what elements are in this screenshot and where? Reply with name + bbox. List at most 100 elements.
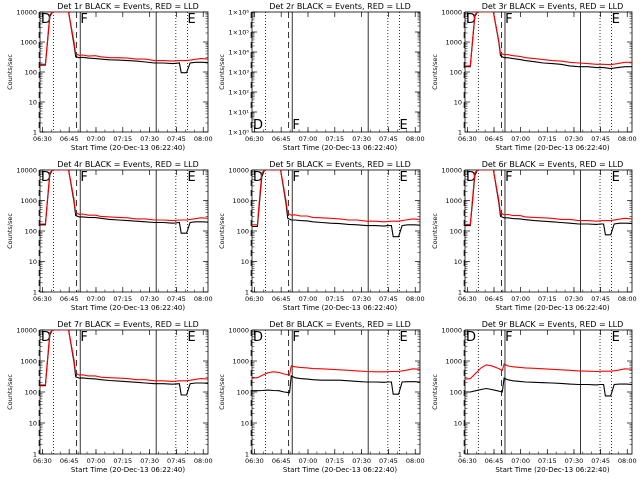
flag-marker-e: E (188, 12, 196, 27)
x-tick-label: 07:15 (538, 135, 557, 143)
x-tick-label: 07:15 (538, 295, 557, 303)
x-axis-label: Start Time (20-Dec-13 06:22:40) (71, 466, 185, 474)
x-tick-label: 07:00 (87, 457, 106, 465)
x-tick-label: 06:45 (485, 295, 504, 303)
panel-det-7: Det 7r BLACK = Events, RED = LLD 1 10 100 10… (6, 320, 213, 474)
x-tick-label: 06:30 (245, 457, 264, 465)
y-tick-label: 1×10⁵ (229, 29, 250, 37)
y-tick-label: 1000 (232, 197, 249, 205)
y-axis-label: Counts/sec (218, 54, 226, 90)
y-tick-label: 1 (33, 451, 37, 459)
x-axis-label: Start Time (20-Dec-13 06:22:40) (283, 304, 397, 312)
flag-marker-f: F (292, 118, 299, 133)
flag-marker-f: F (80, 330, 87, 345)
panel-title: Det 2r BLACK = Events, RED = LLD (269, 2, 411, 11)
flag-marker-d: D (466, 170, 476, 185)
y-tick-label: 1000 (20, 39, 37, 47)
y-tick-label: 1 (458, 129, 462, 137)
x-tick-label: 06:30 (245, 135, 264, 143)
y-tick-label: 10000 (441, 9, 462, 17)
y-tick-label: 1×10⁰ (229, 129, 250, 137)
x-tick-label: 07:30 (352, 457, 371, 465)
y-tick-label: 10000 (16, 167, 37, 175)
y-tick-label: 100 (450, 389, 462, 397)
y-tick-label: 10000 (16, 327, 37, 335)
series-line-events (465, 377, 632, 397)
flag-marker-f: F (505, 12, 512, 27)
y-tick-label: 100 (450, 228, 462, 236)
flag-marker-e: E (188, 170, 196, 185)
y-axis-label: Counts/sec (431, 213, 439, 249)
panel-det-6: Det 6r BLACK = Events, RED = LLD 1 10 100 10… (431, 160, 637, 312)
x-tick-label: 07:30 (352, 295, 371, 303)
x-tick-label: 07:45 (167, 295, 186, 303)
y-tick-label: 10 (241, 420, 249, 428)
x-tick-label: 07:15 (325, 135, 344, 143)
y-tick-label: 10000 (441, 167, 462, 175)
x-tick-label: 07:45 (167, 135, 186, 143)
x-tick-label: 07:00 (299, 295, 318, 303)
flag-marker-e: E (400, 330, 408, 345)
series-line-lld (465, 363, 632, 380)
y-tick-label: 100 (237, 228, 249, 236)
x-tick-label: 07:30 (140, 295, 159, 303)
x-tick-label: 07:45 (591, 135, 610, 143)
flag-marker-e: E (188, 330, 196, 345)
y-tick-label: 10 (241, 258, 249, 266)
flag-marker-d: D (41, 170, 51, 185)
y-tick-label: 10 (454, 258, 462, 266)
x-tick-label: 08:00 (618, 457, 637, 465)
x-tick-label: 06:45 (485, 135, 504, 143)
x-axis-label: Start Time (20-Dec-13 06:22:40) (71, 144, 185, 152)
panel-det-9: Det 9r BLACK = Events, RED = LLD 1 10 100 10… (431, 320, 637, 474)
flag-marker-e: E (612, 170, 620, 185)
series-line-lld (465, 170, 632, 225)
x-tick-label: 07:45 (591, 457, 610, 465)
y-tick-label: 100 (25, 228, 37, 236)
y-tick-label: 1×10² (229, 89, 250, 97)
flag-marker-d: D (466, 330, 476, 345)
x-tick-label: 07:00 (511, 135, 530, 143)
panel-title: Det 4r BLACK = Events, RED = LLD (57, 160, 199, 169)
x-tick-label: 08:00 (194, 457, 213, 465)
x-tick-label: 08:00 (406, 295, 425, 303)
x-tick-label: 07:15 (325, 295, 344, 303)
x-tick-label: 06:30 (33, 295, 52, 303)
y-tick-label: 1 (33, 289, 37, 297)
series-line-events (465, 12, 632, 70)
x-tick-label: 06:30 (33, 135, 52, 143)
x-tick-label: 07:15 (538, 457, 557, 465)
x-axis-label: Start Time (20-Dec-13 06:22:40) (495, 466, 609, 474)
y-tick-label: 1 (458, 451, 462, 459)
x-tick-label: 08:00 (194, 135, 213, 143)
series-line-lld (40, 12, 208, 65)
x-tick-label: 07:30 (565, 295, 584, 303)
x-tick-label: 07:45 (379, 135, 398, 143)
series-line-events (40, 12, 208, 74)
series-line-lld (40, 170, 208, 225)
series-line-events (252, 375, 420, 395)
x-tick-label: 07:00 (87, 295, 106, 303)
x-axis-label: Start Time (20-Dec-13 06:22:40) (283, 466, 397, 474)
panel-det-8: Det 8r BLACK = Events, RED = LLD 1 10 100 10… (218, 320, 425, 474)
panel-title: Det 7r BLACK = Events, RED = LLD (57, 320, 199, 329)
flag-marker-d: D (253, 170, 263, 185)
y-axis-label: Counts/sec (218, 374, 226, 410)
series-line-events (252, 170, 420, 238)
flag-marker-f: F (292, 170, 299, 185)
y-tick-label: 1000 (232, 358, 249, 366)
y-axis-label: Counts/sec (6, 213, 14, 249)
x-tick-label: 08:00 (618, 135, 637, 143)
y-axis-label: Counts/sec (6, 374, 14, 410)
flag-marker-f: F (505, 330, 512, 345)
x-tick-label: 06:30 (458, 295, 477, 303)
series-line-lld (252, 365, 420, 379)
y-tick-label: 1 (33, 129, 37, 137)
flag-marker-f: F (292, 330, 299, 345)
flag-marker-d: D (466, 12, 476, 27)
y-tick-label: 10 (454, 420, 462, 428)
flag-marker-e: E (612, 330, 620, 345)
x-tick-label: 07:45 (379, 457, 398, 465)
x-tick-label: 07:00 (299, 135, 318, 143)
